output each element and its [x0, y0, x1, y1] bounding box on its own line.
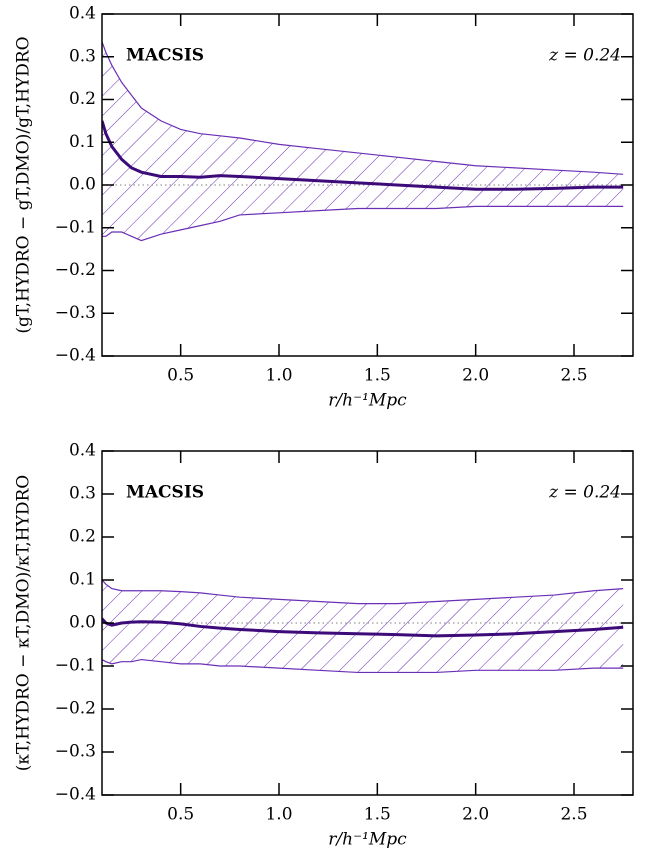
annotation: z = 0.24 [548, 483, 621, 503]
y-tick-label: −0.1 [55, 656, 96, 676]
x-tick-label: 2.0 [462, 805, 489, 825]
y-tick-label: −0.4 [55, 346, 96, 366]
band-fill [102, 41, 624, 241]
y-tick-label: 0.2 [69, 527, 96, 547]
annotation: MACSIS [126, 483, 204, 503]
band-edge [102, 579, 624, 605]
median-line [102, 120, 624, 191]
x-tick-label: 2.5 [560, 366, 587, 386]
y-tick-label: 0.3 [69, 484, 96, 504]
band-edge [102, 41, 624, 175]
x-axis-label: r/h⁻¹Mpc [328, 391, 407, 411]
y-tick-label: 0.4 [69, 441, 96, 461]
x-tick-label: 0.5 [167, 366, 194, 386]
band-edge [102, 658, 624, 674]
x-tick-label: 1.5 [364, 805, 391, 825]
band-edge [102, 205, 624, 242]
annotation: MACSIS [126, 46, 204, 66]
median-line [102, 617, 624, 638]
y-tick-label: 0.1 [69, 132, 96, 152]
x-tick-label: 1.0 [265, 366, 292, 386]
y-tick-label: 0.0 [69, 175, 96, 195]
y-tick-label: 0.2 [69, 89, 96, 109]
band-fill [102, 580, 624, 673]
y-tick-label: −0.4 [55, 785, 96, 805]
y-tick-label: 0.1 [69, 570, 96, 590]
x-tick-label: 1.5 [364, 366, 391, 386]
y-axis-label: (κT,HYDRO − κT,DMO)/κT,HYDRO [14, 475, 34, 771]
y-tick-label: −0.3 [55, 303, 96, 323]
y-tick-label: −0.1 [55, 217, 96, 237]
x-tick-label: 2.0 [462, 366, 489, 386]
y-tick-label: −0.3 [55, 742, 96, 762]
y-tick-label: −0.2 [55, 260, 96, 280]
x-axis-label: r/h⁻¹Mpc [328, 830, 407, 850]
x-tick-label: 2.5 [560, 805, 587, 825]
annotation: z = 0.24 [548, 46, 621, 66]
y-axis-label: (gT,HYDRO − gT,DMO)/gT,HYDRO [14, 36, 34, 333]
x-tick-label: 1.0 [265, 805, 292, 825]
y-tick-label: 0.3 [69, 46, 96, 66]
y-tick-label: 0.4 [69, 4, 96, 24]
plot-area [102, 41, 633, 242]
plot-area [102, 579, 633, 674]
x-tick-label: 0.5 [167, 805, 194, 825]
y-tick-label: 0.0 [69, 613, 96, 633]
y-tick-label: −0.2 [55, 699, 96, 719]
